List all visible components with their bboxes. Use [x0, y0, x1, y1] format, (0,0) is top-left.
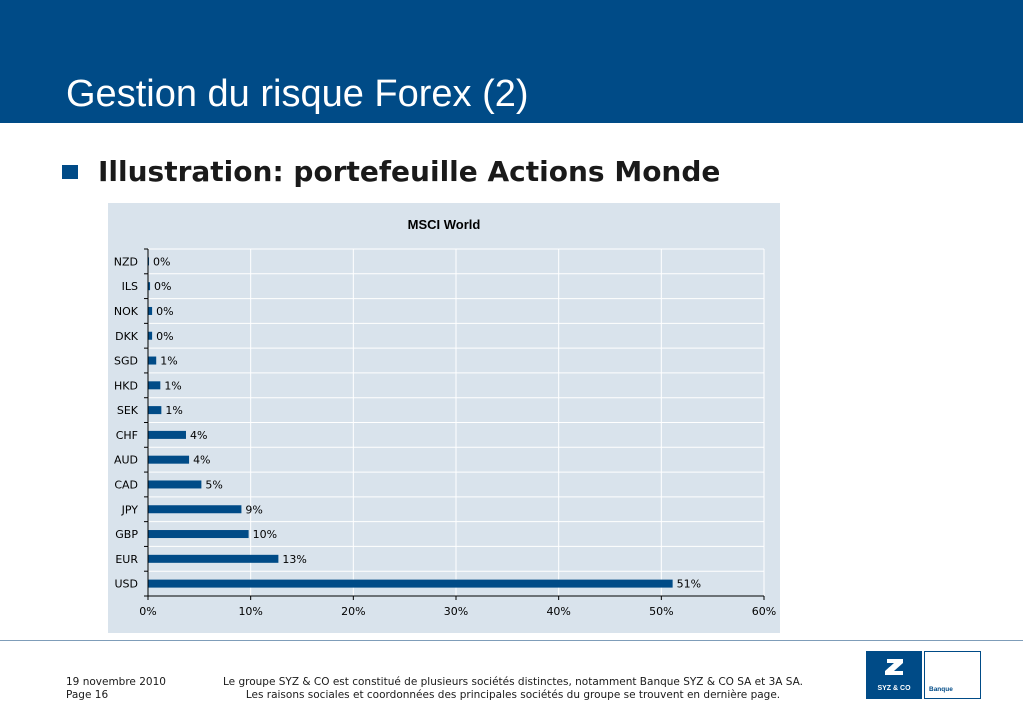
data-label: 1% [164, 379, 181, 392]
bar [148, 480, 202, 489]
chart-title: MSCI World [408, 217, 481, 232]
category-label: GBP [115, 528, 138, 541]
bar [148, 356, 157, 365]
syz-mark-icon [885, 659, 903, 675]
logo-sub-text: Banque [929, 686, 953, 693]
category-label: SGD [114, 355, 138, 368]
bar [148, 331, 153, 340]
subtitle: Illustration: portefeuille Actions Monde [98, 155, 721, 188]
bar [148, 381, 161, 390]
logo-panel: Banque [924, 651, 981, 699]
x-tick-label: 0% [139, 605, 156, 618]
data-label: 51% [677, 578, 701, 591]
data-label: 0% [154, 280, 171, 293]
data-label: 13% [282, 553, 306, 566]
category-label: HKD [114, 379, 138, 392]
bar [148, 282, 151, 291]
category-label: NZD [114, 255, 138, 268]
bar [148, 554, 279, 563]
bar [148, 530, 249, 539]
data-label: 5% [205, 478, 222, 491]
bar [148, 430, 186, 439]
x-tick-label: 50% [649, 605, 673, 618]
x-tick-label: 30% [444, 605, 468, 618]
footer-divider [0, 640, 1023, 641]
category-label: SEK [117, 404, 139, 417]
data-label: 4% [190, 429, 207, 442]
bar [148, 306, 153, 315]
data-label: 9% [245, 503, 262, 516]
data-label: 0% [156, 305, 173, 318]
category-label: EUR [115, 553, 138, 566]
category-label: CAD [114, 478, 138, 491]
bar [148, 579, 673, 588]
category-label: JPY [121, 503, 139, 516]
data-label: 1% [160, 355, 177, 368]
bar-chart: MSCI World NZD 0% ILS 0% NOK 0% DKK 0% SGD 1% HKD 1%… [114, 217, 776, 618]
data-label: 1% [165, 404, 182, 417]
syz-logo: SYZ & CO Banque [866, 651, 981, 699]
chart-container: MSCI World NZD 0% ILS 0% NOK 0% DKK 0% SGD 1% HKD 1%… [108, 203, 780, 633]
x-tick-label: 40% [546, 605, 570, 618]
data-label: 0% [153, 255, 170, 268]
logo-brand-text: SYZ & CO [877, 685, 911, 692]
category-label: CHF [116, 429, 138, 442]
category-label: ILS [122, 280, 138, 293]
bullet-square-icon [62, 165, 78, 179]
bar [148, 505, 242, 514]
x-tick-label: 10% [238, 605, 262, 618]
data-label: 0% [156, 330, 173, 343]
header-bar: Gestion du risque Forex (2) [0, 0, 1023, 123]
bar [148, 257, 150, 266]
footer-legal-line-2: Les raisons sociales et coordonnées des … [245, 689, 781, 701]
logo-emblem: SYZ & CO [866, 651, 922, 699]
bar [148, 455, 190, 464]
footer-date: 19 novembre 2010 [66, 676, 166, 688]
footer-legal-line-1: Le groupe SYZ & CO est constitué de plus… [223, 676, 803, 688]
footer-page-number: Page 16 [66, 689, 109, 701]
category-label: AUD [114, 454, 138, 467]
data-label: 4% [193, 454, 210, 467]
page-title: Gestion du risque Forex (2) [66, 73, 529, 115]
category-label: NOK [114, 305, 139, 318]
category-label: DKK [115, 330, 139, 343]
x-tick-label: 60% [752, 605, 776, 618]
x-tick-label: 20% [341, 605, 365, 618]
bar [148, 406, 162, 415]
data-label: 10% [253, 528, 277, 541]
category-label: USD [114, 578, 138, 591]
